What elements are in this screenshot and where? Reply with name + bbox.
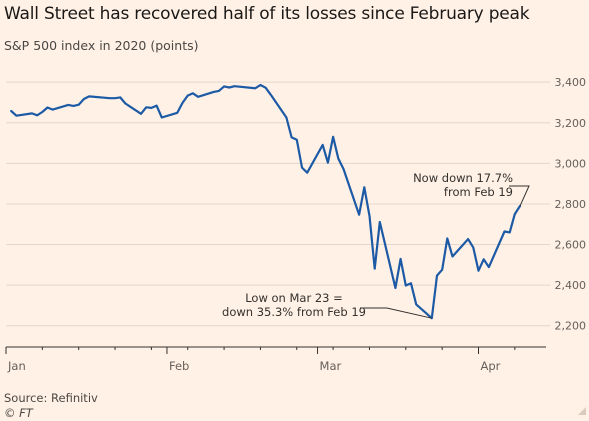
source-note: Source: Refinitiv	[4, 391, 98, 405]
chart-title: Wall Street has recovered half of its lo…	[4, 4, 530, 24]
y-tick-label: 3,200	[555, 117, 587, 130]
x-tick-label: Mar	[320, 359, 342, 373]
x-tick-label: Jan	[7, 359, 26, 373]
annotations: Now down 17.7%from Feb 19 Low on Mar 23 =…	[222, 171, 530, 319]
annotation-low-text: down 35.3% from Feb 19	[222, 305, 366, 319]
annotation-low-text: Low on Mar 23 =	[245, 291, 343, 305]
y-tick-label: 3,000	[555, 157, 587, 170]
y-axis-tick-labels: 2,200 2,400 2,600 2,800 3,000 3,200 3,400	[555, 76, 587, 333]
ft-credit: © FT	[4, 406, 33, 420]
annotation-now-leader	[509, 185, 530, 207]
annotation-now-text: Now down 17.7%	[413, 171, 513, 185]
x-tick-label: Apr	[481, 359, 501, 373]
chart-subtitle: S&P 500 index in 2020 (points)	[4, 38, 199, 53]
y-tick-label: 2,600	[555, 239, 587, 252]
brand-mark-icon	[578, 407, 586, 415]
y-tick-label: 2,200	[555, 320, 587, 333]
annotation-now-text: from Feb 19	[444, 185, 513, 199]
series-line	[10, 83, 522, 320]
y-tick-label: 3,400	[555, 76, 587, 89]
annotation-low-leader	[360, 307, 432, 319]
series-group	[10, 83, 522, 320]
y-tick-label: 2,400	[555, 279, 587, 292]
y-tick-label: 2,800	[555, 198, 587, 211]
gridlines	[6, 81, 550, 327]
x-tick-label: Feb	[169, 359, 189, 373]
x-axis: Jan Feb Mar Apr	[5, 346, 546, 373]
